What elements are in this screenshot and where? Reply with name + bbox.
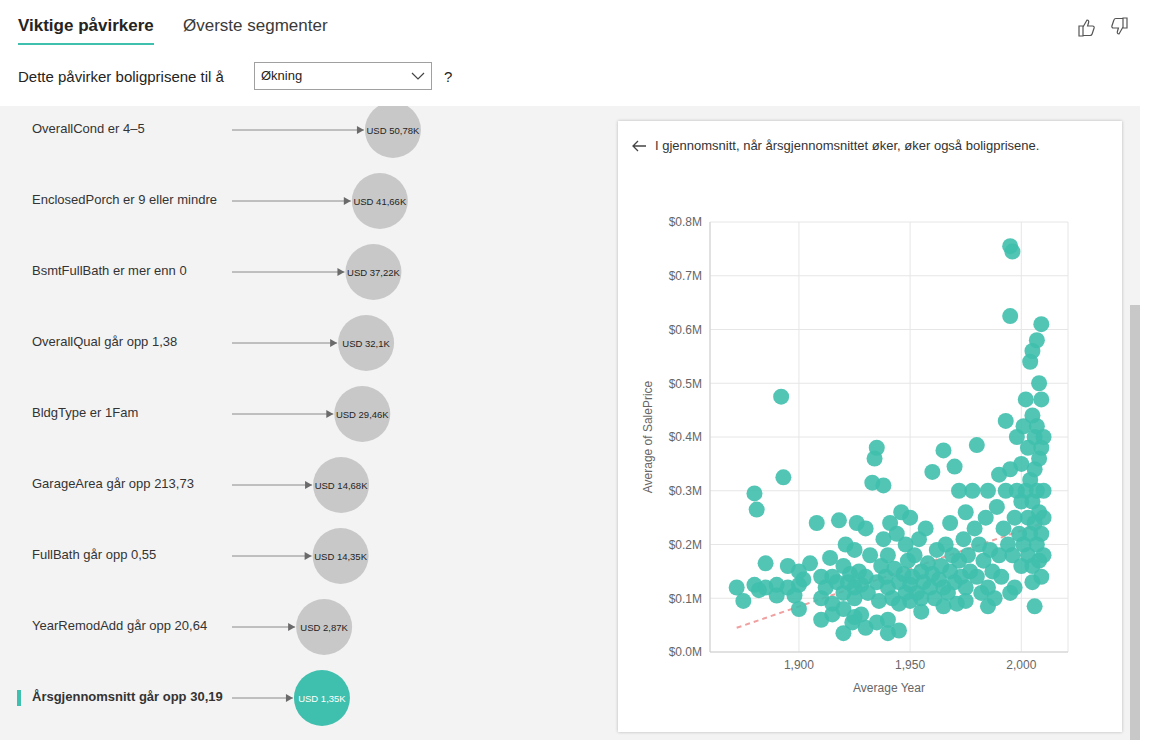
svg-text:$0.1M: $0.1M xyxy=(669,592,702,606)
html-text:Viktige påvirkere: Viktige påvirkere xyxy=(18,16,154,35)
html-text:EnclosedPorch er 9 eller mindr: EnclosedPorch er 9 eller mindre xyxy=(32,192,217,207)
svg-text:1,950: 1,950 xyxy=(895,658,925,672)
svg-text:$0.2M: $0.2M xyxy=(669,538,702,552)
svg-text:USD 1,35K: USD 1,35K xyxy=(298,693,346,704)
html-text:BsmtFullBath er mer enn 0: BsmtFullBath er mer enn 0 xyxy=(32,263,187,278)
html-text:I gjennomsnitt, når årsgjennom: I gjennomsnitt, når årsgjennomsnittet øk… xyxy=(655,138,1040,153)
html-text:GarageArea går opp 213,73: GarageArea går opp 213,73 xyxy=(32,476,194,491)
html-text:FullBath går opp 0,55: FullBath går opp 0,55 xyxy=(32,547,157,562)
svg-text:$0.3M: $0.3M xyxy=(669,484,702,498)
svg-text:USD 14,68K: USD 14,68K xyxy=(315,480,368,491)
svg-text:$0.6M: $0.6M xyxy=(669,323,702,337)
svg-text:2,000: 2,000 xyxy=(1006,658,1036,672)
html-text:Øverste segmenter: Øverste segmenter xyxy=(183,16,328,35)
html-text:OverallQual går opp 1,38: OverallQual går opp 1,38 xyxy=(32,334,178,349)
svg-text:USD 37,22K: USD 37,22K xyxy=(347,267,400,278)
svg-text:$0.8M: $0.8M xyxy=(669,215,702,229)
html-text:Økning: Økning xyxy=(261,68,303,83)
html-text:BldgType er 1Fam: BldgType er 1Fam xyxy=(32,405,139,420)
svg-text:1,900: 1,900 xyxy=(784,658,814,672)
svg-text:$0.0M: $0.0M xyxy=(669,645,702,659)
svg-text:USD 32,1K: USD 32,1K xyxy=(342,338,390,349)
svg-text:USD 50,78K: USD 50,78K xyxy=(367,125,420,136)
svg-text:Average Year: Average Year xyxy=(853,681,925,695)
html-text:Dette påvirker boligprisene ti: Dette påvirker boligprisene til å xyxy=(18,68,224,85)
html-text:YearRemodAdd går opp 20,64: YearRemodAdd går opp 20,64 xyxy=(32,618,208,633)
html-text:OverallCond er 4–5: OverallCond er 4–5 xyxy=(32,121,145,136)
svg-text:$0.5M: $0.5M xyxy=(669,377,702,391)
svg-text:USD 2,87K: USD 2,87K xyxy=(300,622,348,633)
svg-text:USD 14,35K: USD 14,35K xyxy=(314,551,367,562)
svg-text:$0.7M: $0.7M xyxy=(669,269,702,283)
svg-text:Average of SalePrice: Average of SalePrice xyxy=(641,380,655,493)
svg-text:USD 29,46K: USD 29,46K xyxy=(336,409,389,420)
html-text:Årsgjennomsnitt går opp 30,19: Årsgjennomsnitt går opp 30,19 xyxy=(32,689,223,704)
svg-text:USD 41,66K: USD 41,66K xyxy=(353,196,406,207)
svg-text:$0.4M: $0.4M xyxy=(669,430,702,444)
